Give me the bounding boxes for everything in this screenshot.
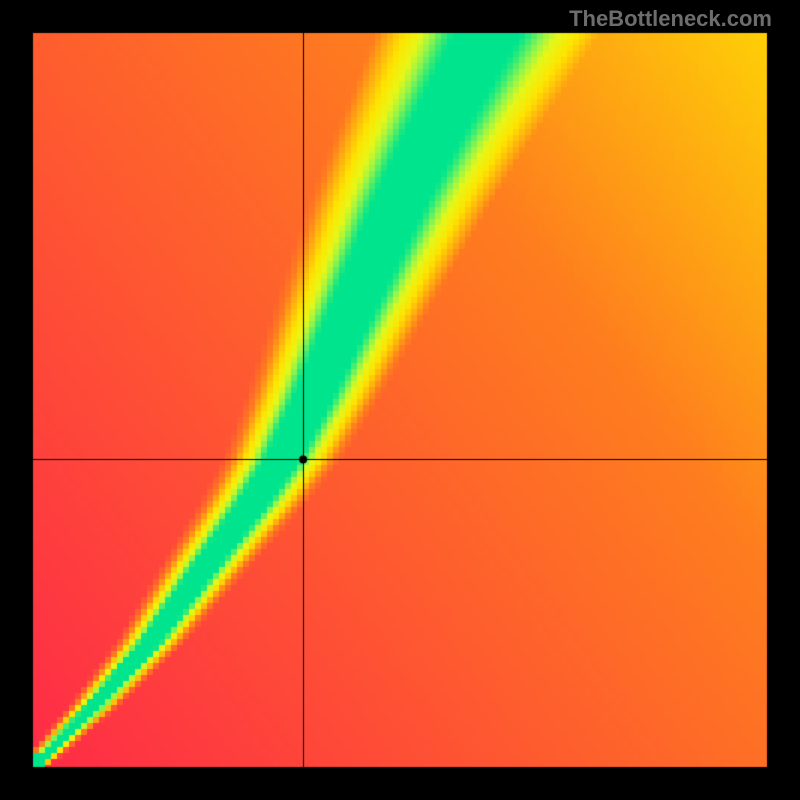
watermark-label: TheBottleneck.com [569,6,772,32]
chart-container: { "meta": { "watermark_text": "TheBottle… [0,0,800,800]
bottleneck-heatmap [0,0,800,800]
